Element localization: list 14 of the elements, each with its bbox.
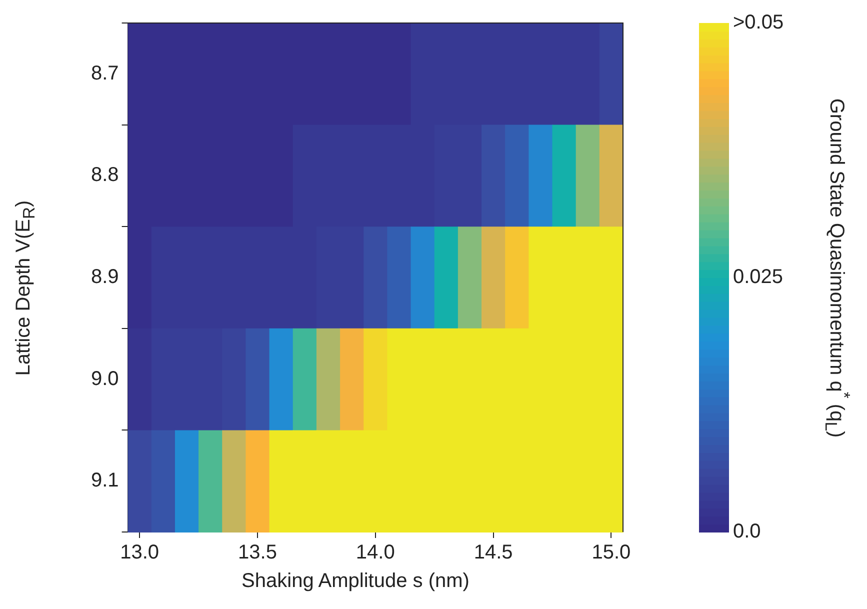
y-tick-label: 9.0 [90,368,119,390]
y-tick-label: 8.7 [90,62,119,84]
y-tick-label: 8.8 [90,164,119,186]
x-tick-label: 13.5 [238,542,277,564]
x-axis-title: Shaking Amplitude s (nm) [240,570,470,593]
x-tick-label: 13.0 [120,542,160,564]
color-bar-label: >0.05 [733,12,784,34]
y-tick-label: 9.1 [90,470,119,492]
color-bar-label: 0.0 [733,520,761,543]
color-bar-label: 0.025 [733,266,784,288]
y-tick-label: 8.9 [90,266,119,288]
x-tick-label: 14.5 [474,542,513,564]
x-tick-label: 14.0 [356,542,395,564]
x-tick-label: 15.0 [592,542,631,564]
